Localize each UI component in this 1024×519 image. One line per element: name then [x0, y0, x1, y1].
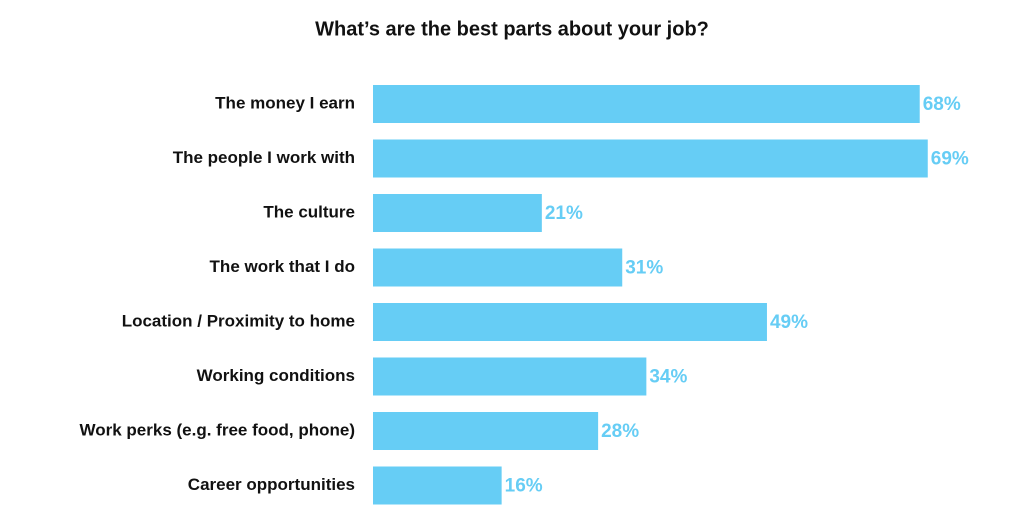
category-label: Location / Proximity to home: [122, 311, 355, 330]
value-label: 16%: [505, 476, 543, 497]
bar: [373, 357, 647, 396]
value-label: 28%: [601, 421, 639, 442]
category-label: Working conditions: [197, 366, 355, 385]
value-label: 21%: [545, 203, 583, 224]
category-label: Career opportunities: [188, 475, 355, 494]
bar: [373, 85, 920, 123]
chart-title: What’s are the best parts about your job…: [315, 18, 709, 40]
bar: [373, 303, 767, 341]
category-label: The people I work with: [173, 148, 355, 167]
bar: [373, 466, 502, 505]
bar: [373, 248, 623, 287]
value-label: 49%: [770, 312, 808, 333]
bar: [373, 194, 542, 232]
category-label: The culture: [263, 202, 355, 221]
category-label: Work perks (e.g. free food, phone): [80, 420, 356, 439]
value-label: 68%: [923, 94, 961, 115]
bar: [373, 139, 928, 178]
value-label: 34%: [649, 367, 687, 388]
bar: [373, 412, 599, 450]
value-label: 69%: [931, 149, 969, 170]
category-label: The work that I do: [210, 257, 355, 276]
category-label: The money I earn: [215, 93, 355, 112]
value-label: 31%: [625, 258, 663, 279]
